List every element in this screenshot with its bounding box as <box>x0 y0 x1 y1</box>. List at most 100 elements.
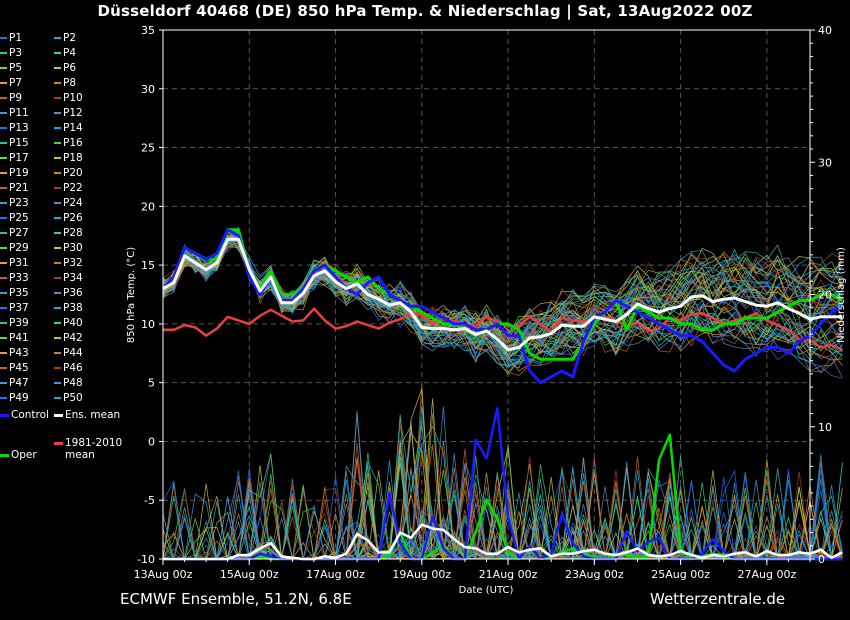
legend-label: 1981-2010 mean <box>65 437 123 461</box>
legend-swatch <box>0 453 9 457</box>
legend-swatch <box>0 352 7 354</box>
legend-item-p32: P32 <box>54 257 83 269</box>
legend-label: P42 <box>63 332 83 344</box>
legend-item-p8: P8 <box>54 77 76 89</box>
legend-label: P5 <box>9 62 23 74</box>
legend-label: P33 <box>9 272 29 284</box>
legend-item-p14: P14 <box>54 122 83 134</box>
legend-swatch <box>0 382 7 384</box>
legend-swatch <box>0 307 7 309</box>
legend-label: P2 <box>63 32 77 44</box>
legend-item-clim-mean: 1981-2010 mean <box>54 437 122 461</box>
legend-label: P40 <box>63 317 83 329</box>
legend-item-p33: P33 <box>0 272 29 284</box>
y-tick-label-left: 15 <box>141 259 155 272</box>
legend-swatch <box>54 67 61 69</box>
ens-mean-temp-line <box>162 237 843 352</box>
y-tick-label-left: 30 <box>141 83 155 96</box>
legend-swatch <box>0 52 7 54</box>
legend-item-p20: P20 <box>54 167 83 179</box>
legend-label: P39 <box>9 317 29 329</box>
legend-swatch <box>54 352 61 354</box>
legend-label: P4 <box>63 47 77 59</box>
ensemble-members <box>162 226 843 561</box>
legend-label: P43 <box>9 347 29 359</box>
legend-item-p9: P9 <box>0 92 22 104</box>
legend-item-p44: P44 <box>54 347 83 359</box>
legend-swatch <box>54 232 61 234</box>
y-tick-label-right: 20 <box>818 289 832 302</box>
legend-label: P25 <box>9 212 29 224</box>
legend-label: Oper <box>11 449 37 461</box>
legend-label: P16 <box>63 137 83 149</box>
legend-swatch <box>0 262 7 264</box>
legend-swatch <box>0 67 7 69</box>
legend-item-p18: P18 <box>54 152 83 164</box>
x-tick-label: 23Aug 00z <box>565 568 624 581</box>
legend-item-p25: P25 <box>0 212 29 224</box>
legend-item-p38: P38 <box>54 302 83 314</box>
legend-label: P14 <box>63 122 83 134</box>
x-axis-label: Date (UTC) <box>459 585 514 596</box>
legend-label: P48 <box>63 377 83 389</box>
legend-swatch <box>54 52 61 54</box>
legend-item-p43: P43 <box>0 347 29 359</box>
legend-label: P13 <box>9 122 29 134</box>
legend-label: P28 <box>63 227 83 239</box>
legend-label: P47 <box>9 377 29 389</box>
legend-item-p27: P27 <box>0 227 29 239</box>
legend-label: Control <box>11 409 49 421</box>
legend-item-p16: P16 <box>54 137 83 149</box>
x-tick-label: 27Aug 00z <box>737 568 796 581</box>
legend-swatch <box>54 187 61 189</box>
legend-item-p49: P49 <box>0 392 29 404</box>
legend-label: P41 <box>9 332 29 344</box>
legend-label: P35 <box>9 287 29 299</box>
legend-item-p36: P36 <box>54 287 83 299</box>
footer-site: Wetterzentrale.de <box>650 590 786 608</box>
legend-item-ens-mean: Ens. mean <box>54 409 120 421</box>
legend: P1 P2 P3 P4 P5 P6 P7 P8 P9 P10 P11 P12 P13 P14 P15 P16 P… <box>0 32 128 462</box>
ensemble-member-temp-line <box>162 235 843 374</box>
legend-item-p26: P26 <box>54 212 83 224</box>
legend-item-p23: P23 <box>0 197 29 209</box>
legend-label: P27 <box>9 227 29 239</box>
legend-item-p40: P40 <box>54 317 83 329</box>
legend-label: P29 <box>9 242 29 254</box>
legend-label: P26 <box>63 212 83 224</box>
legend-swatch <box>54 307 61 309</box>
legend-item-p42: P42 <box>54 332 83 344</box>
legend-swatch <box>54 202 61 204</box>
legend-swatch <box>54 367 61 369</box>
legend-swatch <box>0 142 7 144</box>
legend-item-p39: P39 <box>0 317 29 329</box>
legend-label: P22 <box>63 182 83 194</box>
legend-swatch <box>0 413 9 417</box>
legend-item-p17: P17 <box>0 152 29 164</box>
legend-item-p6: P6 <box>54 62 76 74</box>
legend-swatch <box>54 82 61 84</box>
legend-item-control: Control <box>0 409 49 421</box>
legend-swatch <box>0 337 7 339</box>
legend-label: Ens. mean <box>65 409 121 421</box>
x-tick-label: 21Aug 00z <box>479 568 538 581</box>
legend-swatch <box>54 127 61 129</box>
legend-label: P44 <box>63 347 83 359</box>
ensemble-member-temp-line <box>162 241 843 366</box>
legend-label: P34 <box>63 272 83 284</box>
x-tick-label: 19Aug 00z <box>392 568 451 581</box>
legend-item-p30: P30 <box>54 242 83 254</box>
legend-item-p12: P12 <box>54 107 83 119</box>
legend-swatch <box>0 172 7 174</box>
legend-item-p41: P41 <box>0 332 29 344</box>
legend-label: P8 <box>63 77 77 89</box>
legend-label: P31 <box>9 257 29 269</box>
legend-swatch <box>54 142 61 144</box>
legend-swatch <box>54 172 61 174</box>
legend-swatch <box>54 217 61 219</box>
legend-swatch <box>54 37 61 39</box>
legend-label: P9 <box>9 92 23 104</box>
legend-label: P36 <box>63 287 83 299</box>
footer-source: ECMWF Ensemble, 51.2N, 6.8E <box>120 590 352 608</box>
